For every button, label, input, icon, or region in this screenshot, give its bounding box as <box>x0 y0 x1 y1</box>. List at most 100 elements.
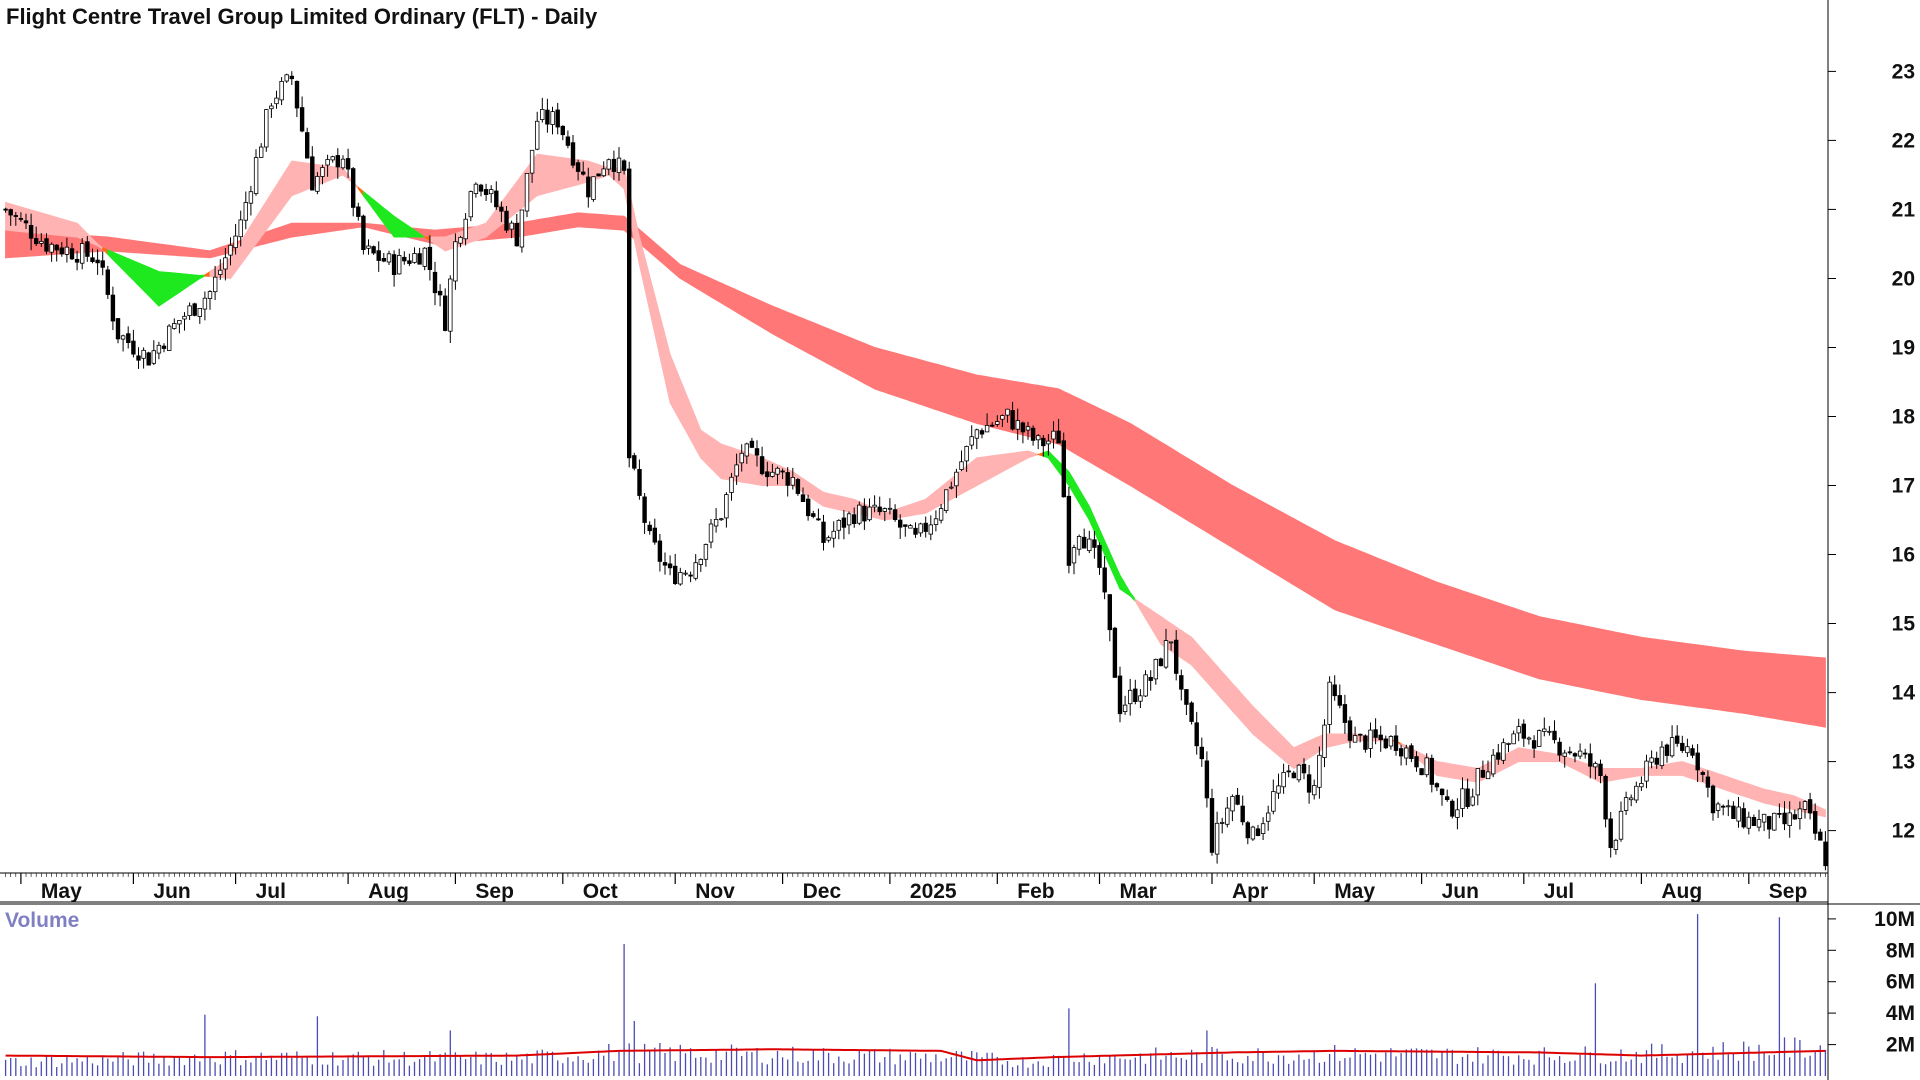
candle-body <box>1000 415 1005 420</box>
candle-body <box>852 514 857 525</box>
candle-body <box>1675 735 1680 744</box>
candle-body <box>105 269 110 295</box>
candle-body <box>1807 799 1813 814</box>
candle-body <box>841 517 847 528</box>
candle-body <box>601 168 606 177</box>
candle-body <box>1736 806 1741 822</box>
candle-body <box>264 109 269 148</box>
candle-body <box>1562 752 1567 757</box>
candle-body <box>499 206 504 212</box>
price-tick-label: 19 <box>1892 337 1915 360</box>
candle-body <box>1634 785 1639 801</box>
candle-body <box>1629 797 1634 801</box>
candle-body <box>540 109 545 121</box>
candle-body <box>488 189 494 195</box>
candle-body <box>1214 822 1220 855</box>
candle-body <box>1455 809 1460 818</box>
candle-body <box>519 209 525 248</box>
candle-body <box>1128 689 1133 705</box>
candle-body <box>1204 760 1210 799</box>
candle-body <box>3 208 8 211</box>
candle-body <box>1465 788 1470 808</box>
candle-body <box>284 74 289 82</box>
candle-body <box>806 498 811 517</box>
candle-body <box>1342 704 1348 723</box>
candle-body <box>1721 805 1726 808</box>
candle-body <box>1143 674 1148 697</box>
candle-body <box>1189 702 1194 722</box>
candle-body <box>1572 753 1578 757</box>
candle-body <box>1511 733 1516 745</box>
candle-body <box>1445 796 1450 801</box>
candle-body <box>1409 745 1414 760</box>
candle-body <box>872 504 877 508</box>
slow-ribbon <box>5 212 1826 728</box>
candle-body <box>1787 812 1792 827</box>
candle-body <box>606 159 611 170</box>
month-tick-label: May <box>41 880 82 903</box>
candle-body <box>524 172 530 212</box>
candle-body <box>616 157 622 174</box>
candle-body <box>1419 768 1424 776</box>
candle-body <box>432 271 438 294</box>
month-tick-labels: May Jun Jul Aug Sep Oct Nov Dec 2025 Feb Mar Apr May… <box>41 880 1807 903</box>
candle-body <box>1485 771 1491 780</box>
candle-body <box>74 258 80 263</box>
candle-body <box>749 440 755 448</box>
candle-body <box>928 524 933 535</box>
candle-body <box>734 464 739 477</box>
candle-body <box>1230 796 1235 812</box>
candle-body <box>1020 422 1026 433</box>
candle-body <box>1066 495 1072 566</box>
candle-body <box>1097 545 1102 568</box>
volume-average-line <box>5 1048 1826 1062</box>
candle-body <box>427 246 433 271</box>
candle-body <box>1056 430 1061 444</box>
candle-body <box>90 257 95 262</box>
candle-body <box>652 527 657 543</box>
candle-body <box>1756 819 1762 828</box>
candle-body <box>1153 659 1158 680</box>
candle-body <box>1158 658 1164 667</box>
candle-body <box>555 109 560 128</box>
candle-body <box>821 521 826 543</box>
candle-body <box>299 107 305 132</box>
candle-body <box>1726 805 1731 808</box>
candle-body <box>611 158 617 172</box>
candle-body <box>361 215 366 251</box>
candle-body <box>1250 826 1256 840</box>
candle-body <box>1542 728 1547 732</box>
candle-body <box>1818 831 1823 841</box>
candle-body <box>1102 567 1107 593</box>
candle-body <box>673 565 678 585</box>
volume-tick-label: 2M <box>1886 1034 1915 1057</box>
candle-body <box>85 241 90 257</box>
candle-body <box>903 524 908 527</box>
candle-body <box>335 155 340 168</box>
candle-body <box>1271 791 1276 812</box>
candle-body <box>1082 536 1087 549</box>
candle-body <box>366 245 371 249</box>
candle-body <box>207 291 213 300</box>
candle-body <box>1823 841 1828 867</box>
candle-body <box>565 136 571 146</box>
candle-body <box>637 468 642 496</box>
candle-body <box>238 219 243 238</box>
candle-body <box>1179 675 1184 690</box>
candle-body <box>483 189 489 195</box>
candle-body <box>504 210 509 231</box>
candle-body <box>1460 788 1465 809</box>
candle-body <box>1087 538 1092 551</box>
candle-body <box>69 248 75 260</box>
month-tick-label: 2025 <box>910 880 957 903</box>
candle-body <box>596 173 601 177</box>
candle-body <box>995 421 1000 425</box>
candle-body <box>708 523 714 543</box>
candle-body <box>545 109 550 125</box>
candle-body <box>570 142 576 166</box>
candle-body <box>391 254 397 276</box>
candle-body <box>1025 426 1031 431</box>
candle-body <box>136 355 141 361</box>
price-tick-label: 16 <box>1892 544 1915 567</box>
